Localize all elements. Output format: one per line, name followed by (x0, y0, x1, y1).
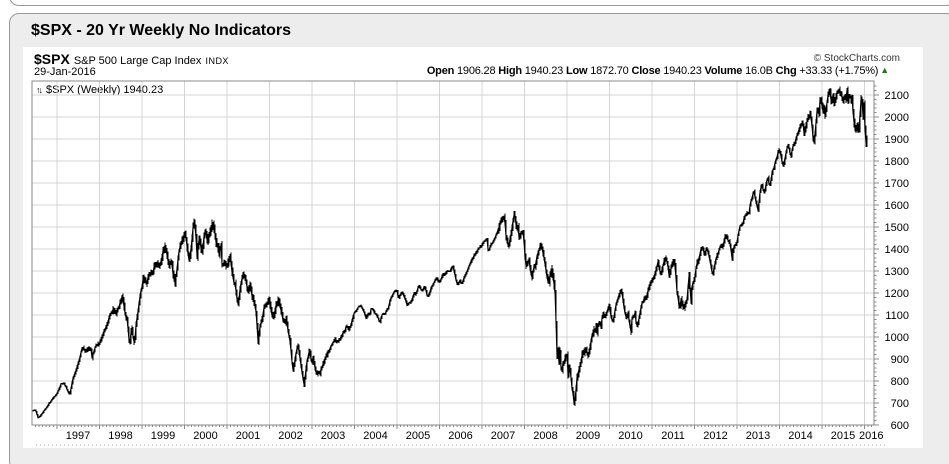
quote-label: Open (426, 65, 457, 77)
quote-value: 1940.23 (663, 65, 702, 77)
symbol-label: $SPX (34, 51, 70, 67)
svg-text:2016: 2016 (859, 430, 883, 442)
svg-text:1600: 1600 (885, 200, 909, 212)
svg-text:800: 800 (891, 376, 909, 388)
stockcharts-copyright: © StockCharts.com (813, 53, 900, 64)
svg-text:1100: 1100 (885, 310, 909, 322)
svg-text:1000: 1000 (885, 332, 909, 344)
quote-value: 1940.23 (524, 65, 564, 77)
change-up-triangle-icon: ▲ (880, 65, 889, 75)
svg-text:2010: 2010 (618, 430, 642, 442)
quote-date: 29-Jan-2016 (34, 66, 96, 78)
svg-text:2012: 2012 (703, 430, 727, 442)
svg-text:2008: 2008 (533, 430, 557, 442)
quote-value: 1906.28 (457, 65, 496, 77)
svg-text:2005: 2005 (406, 430, 430, 442)
svg-text:2000: 2000 (885, 112, 909, 124)
chart-area: $SPX S&P 500 Large Cap Index INDX © StockC… (23, 47, 923, 448)
quote-value: 16.0B (745, 65, 773, 77)
quote-label: Close (628, 65, 664, 77)
plot-legend: ↑↓ $SPX (Weekly) 1940.23 (36, 84, 163, 96)
svg-text:1300: 1300 (885, 266, 909, 278)
svg-text:2002: 2002 (278, 430, 302, 442)
ohlc-quote: Open 1906.28 High 1940.23 Low 1872.70 Cl… (427, 65, 889, 77)
svg-text:1900: 1900 (885, 134, 909, 146)
legend-label: $SPX (Weekly) 1940.23 (46, 84, 164, 96)
svg-text:1800: 1800 (885, 156, 909, 168)
svg-text:2009: 2009 (576, 430, 600, 442)
svg-text:1200: 1200 (885, 288, 909, 300)
svg-text:2011: 2011 (661, 430, 685, 442)
svg-text:1999: 1999 (151, 430, 175, 442)
svg-text:2013: 2013 (746, 430, 770, 442)
svg-text:900: 900 (891, 354, 909, 366)
price-plot: 600 700 800 900 1000 1100 1200 1300 1400 1500 1600… (31, 80, 909, 446)
svg-text:1997: 1997 (66, 430, 90, 442)
svg-text:2015: 2015 (831, 430, 855, 442)
up-down-arrows-icon: ↑↓ (36, 85, 43, 95)
quote-row: 29-Jan-2016 Open 1906.28 High 1940.23 Lo… (34, 65, 912, 80)
svg-text:2004: 2004 (363, 430, 387, 442)
svg-text:600: 600 (891, 420, 909, 432)
svg-text:2100: 2100 (885, 90, 909, 102)
svg-text:1998: 1998 (108, 430, 132, 442)
symbol-exchange: INDX (205, 56, 229, 66)
svg-text:1700: 1700 (885, 178, 909, 190)
svg-text:2001: 2001 (236, 430, 260, 442)
quote-value: 1872.70 (590, 65, 629, 77)
quote-value: +33.33 (+1.75%) (799, 65, 879, 77)
svg-text:700: 700 (891, 398, 909, 410)
symbol-name: S&P 500 Large Cap Index (73, 55, 202, 67)
quote-label: Chg (772, 65, 800, 77)
ohlc-values: Open 1906.28 High 1940.23 Low 1872.70 Cl… (426, 65, 879, 77)
svg-text:2006: 2006 (448, 430, 472, 442)
svg-text:2014: 2014 (788, 430, 812, 442)
quote-label: High (495, 65, 525, 77)
svg-text:1500: 1500 (885, 222, 909, 234)
svg-text:2000: 2000 (193, 430, 217, 442)
previous-chart-panel-edge (9, 0, 949, 6)
chart-header-row: $SPX S&P 500 Large Cap Index INDX (34, 51, 912, 67)
svg-text:2007: 2007 (491, 430, 515, 442)
svg-text:1400: 1400 (885, 244, 909, 256)
quote-label: Low (563, 65, 591, 77)
chart-panel: $SPX - 20 Yr Weekly No Indicators $SPX S&… (9, 13, 949, 464)
svg-text:2003: 2003 (321, 430, 345, 442)
chart-title: $SPX - 20 Yr Weekly No Indicators (31, 22, 291, 39)
quote-label: Volume (701, 65, 746, 77)
